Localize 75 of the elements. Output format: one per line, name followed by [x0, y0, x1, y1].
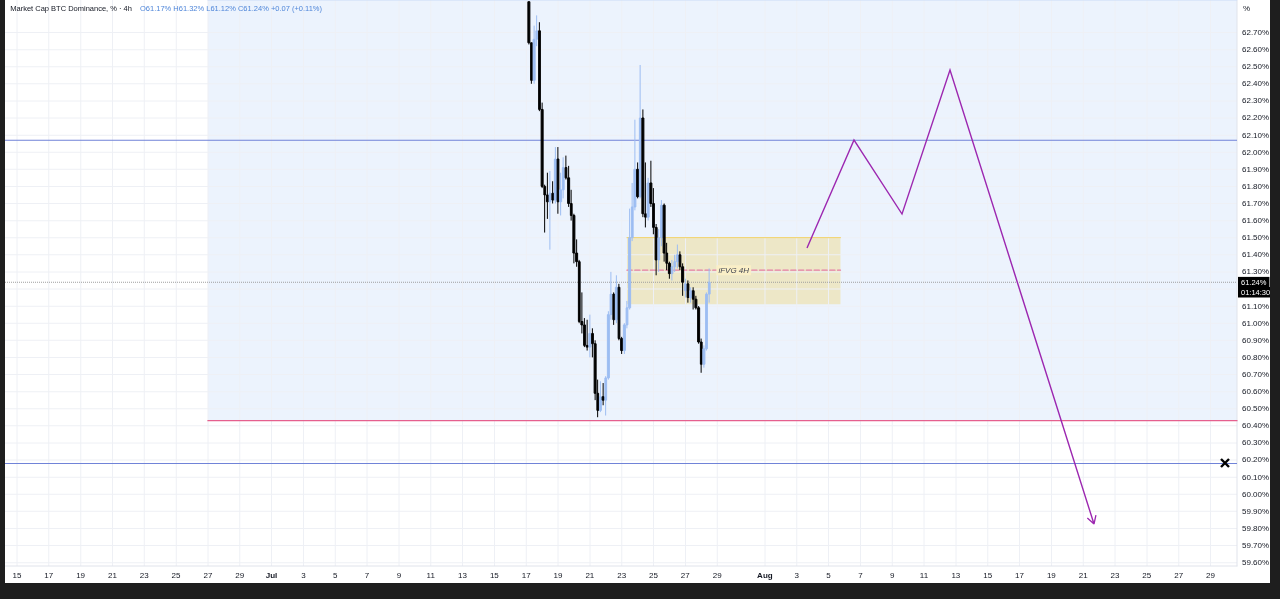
y-tick-label: 61.70% — [1242, 198, 1270, 208]
x-tick-label: 27 — [203, 570, 213, 580]
y-tick-label: 62.70% — [1242, 27, 1270, 37]
y-tick-label: 61.90% — [1242, 164, 1270, 174]
y-tick-label: 59.70% — [1242, 540, 1270, 550]
text: 01:14:30 — [1241, 287, 1271, 297]
x-tick-label: 29 — [235, 570, 245, 580]
x-tick-label: 27 — [1174, 570, 1184, 580]
x-tick-label: 15 — [489, 570, 500, 580]
y-tick-label: 62.40% — [1242, 79, 1270, 89]
y-tick-label: 60.20% — [1242, 455, 1270, 465]
x-tick-label: 9 — [396, 570, 402, 580]
x-tick-label: 25 — [171, 570, 182, 580]
x-tick-label: 5 — [332, 570, 338, 580]
x-tick-label: 17 — [1015, 570, 1025, 580]
x-tick-label: 21 — [1078, 570, 1089, 580]
y-axis-title: % — [1243, 3, 1251, 13]
y-tick-label: 59.90% — [1242, 506, 1270, 516]
y-tick-label: 61.50% — [1242, 233, 1270, 243]
x-tick-label: 23 — [1110, 570, 1120, 580]
x-tick-label: 19 — [1046, 570, 1057, 580]
chart-subtitle: O61.17% H61.32% L61.12% C61.24% +0.07 (+0.11%) — [139, 3, 323, 13]
y-tick-label: 60.10% — [1242, 472, 1270, 482]
x-tick-label: 27 — [680, 570, 691, 580]
x-tick-label: Aug — [757, 570, 773, 580]
x-tick-label: 25 — [649, 570, 659, 580]
y-tick-label: 61.30% — [1242, 267, 1270, 277]
y-tick-label: 61.40% — [1242, 250, 1270, 260]
x-tick-label: 11 — [919, 570, 929, 580]
x-tick-label: 23 — [139, 570, 150, 580]
x-tick-label: 5 — [826, 570, 832, 580]
y-tick-label: 60.50% — [1242, 404, 1270, 414]
y-tick-label: 62.60% — [1242, 45, 1270, 55]
y-tick-label: 60.30% — [1242, 438, 1270, 448]
x-tick-label: 15 — [12, 570, 22, 580]
x-tick-label: 11 — [426, 570, 436, 580]
y-tick-label: 59.60% — [1242, 558, 1270, 568]
y-tick-label: 60.70% — [1242, 369, 1270, 379]
x-tick-label: 17 — [521, 570, 532, 580]
ref-line-label: 61.24% — [1241, 277, 1267, 287]
x-tick-label: Jul — [265, 570, 278, 580]
y-tick-label: 62.20% — [1242, 113, 1270, 123]
x-tick-label: 19 — [76, 570, 86, 580]
y-tick-label: 62.50% — [1242, 62, 1270, 72]
x-tick-label: 25 — [1142, 570, 1152, 580]
x-tick-label: 3 — [301, 570, 307, 580]
y-tick-label: 60.80% — [1242, 352, 1270, 362]
y-tick-label: 61.10% — [1242, 301, 1270, 311]
x-tick-label: 15 — [983, 570, 993, 580]
y-tick-label: 60.00% — [1242, 489, 1270, 499]
series-label: iFVG 4H — [718, 265, 750, 275]
x-tick-label: 3 — [794, 570, 800, 580]
chart-title: Market Cap BTC Dominance, % · 4h — [10, 3, 132, 13]
x-tick-label: 29 — [712, 570, 723, 580]
x-tick-label: 21 — [107, 570, 118, 580]
y-tick-label: 60.90% — [1242, 335, 1270, 345]
x-tick-label: 13 — [458, 570, 468, 580]
x-tick-label: 7 — [858, 570, 864, 580]
y-tick-label: 60.60% — [1242, 387, 1270, 397]
y-tick-label: 61.60% — [1242, 216, 1270, 226]
y-tick-label: 61.00% — [1242, 318, 1270, 328]
y-tick-label: 62.30% — [1242, 96, 1270, 106]
x-tick-label: 9 — [889, 570, 895, 580]
x-tick-label: 7 — [364, 570, 370, 580]
y-tick-label: 59.80% — [1242, 523, 1270, 533]
y-tick-label: 62.00% — [1242, 147, 1270, 157]
y-tick-label: 61.80% — [1242, 181, 1270, 191]
y-tick-label: 62.10% — [1242, 130, 1270, 140]
x-tick-label: 13 — [951, 570, 961, 580]
x-tick-label: 19 — [553, 570, 563, 580]
x-tick-label: 21 — [585, 570, 595, 580]
x-tick-label: 17 — [44, 570, 54, 580]
x-tick-label: 29 — [1206, 570, 1216, 580]
y-tick-label: 60.40% — [1242, 421, 1270, 431]
x-tick-label: 23 — [617, 570, 627, 580]
